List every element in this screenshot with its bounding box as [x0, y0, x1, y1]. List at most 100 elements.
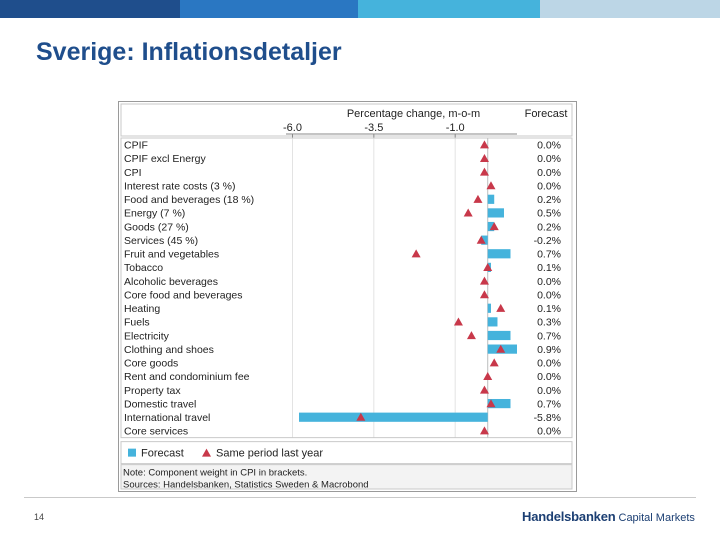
- x-tick-label: -1.0: [446, 122, 465, 134]
- category-label: CPI: [124, 167, 142, 179]
- notes-box: [120, 464, 573, 490]
- forecast-value-label: 0.0%: [537, 140, 561, 152]
- category-label: Food and beverages (18 %): [124, 194, 254, 206]
- last-year-marker: [479, 140, 489, 149]
- legend-last-year-label: Same period last year: [216, 448, 323, 460]
- category-label: Electricity: [124, 330, 170, 342]
- top-bar-segment-1: [0, 0, 180, 18]
- last-year-marker: [356, 412, 366, 421]
- category-label: Property tax: [124, 385, 181, 397]
- forecast-value-label: 0.7%: [537, 398, 561, 410]
- category-label: International travel: [124, 412, 210, 424]
- category-label: Energy (7 %): [124, 208, 185, 220]
- forecast-value-label: 0.3%: [537, 317, 561, 329]
- last-year-marker: [479, 167, 489, 176]
- forecast-value-label: 0.0%: [537, 276, 561, 288]
- last-year-marker: [466, 331, 476, 340]
- forecast-value-label: 0.0%: [537, 371, 561, 383]
- logo-brand: Handelsbanken: [522, 509, 616, 524]
- forecast-bar: [487, 330, 511, 341]
- forecast-value-label: 0.2%: [537, 194, 561, 206]
- last-year-marker: [463, 208, 473, 217]
- category-label: Core food and beverages: [124, 289, 243, 301]
- chart-body-box: [120, 137, 573, 439]
- slide-title: Sverige: Inflationsdetaljer: [36, 38, 342, 66]
- category-label: Goods (27 %): [124, 221, 189, 233]
- forecast-value-label: 0.0%: [537, 426, 561, 438]
- last-year-marker: [479, 290, 489, 299]
- category-label: Heating: [124, 303, 160, 315]
- forecast-value-label: 0.2%: [537, 221, 561, 233]
- category-label: Interest rate costs (3 %): [124, 180, 235, 192]
- forecast-value-label: 0.0%: [537, 289, 561, 301]
- chart-sources: Sources: Handelsbanken, Statistics Swede…: [123, 480, 369, 491]
- forecast-bar: [487, 208, 504, 218]
- forecast-value-label: 0.1%: [537, 303, 561, 315]
- category-label: Rent and condominium fee: [124, 371, 250, 383]
- legend-box: [120, 441, 573, 465]
- category-label: CPIF excl Energy: [124, 153, 206, 165]
- top-bar-segment-3: [358, 0, 540, 18]
- x-tick-label: -6.0: [283, 122, 302, 134]
- last-year-marker: [486, 181, 496, 190]
- chart-frame: Percentage change, m-o-m Forecast -6.0 -3.5…: [118, 101, 577, 492]
- forecast-bar: [487, 194, 495, 204]
- category-label: Alcoholic beverages: [124, 276, 218, 288]
- forecast-value-label: 0.5%: [537, 208, 561, 220]
- category-label: Core goods: [124, 358, 178, 370]
- logo-unit: Capital Markets: [618, 512, 695, 524]
- last-year-marker: [483, 371, 493, 380]
- top-bar-segment-2: [180, 0, 358, 18]
- last-year-marker: [479, 426, 489, 435]
- x-tick-label: -3.5: [364, 122, 383, 134]
- last-year-marker: [411, 249, 421, 258]
- forecast-bar: [487, 398, 511, 409]
- top-bar-segment-4: [540, 0, 720, 18]
- last-year-marker: [483, 262, 493, 271]
- chart-note: Note: Component weight in CPI in bracket…: [123, 468, 307, 479]
- footer-divider: [24, 497, 696, 498]
- forecast-value-label: -5.8%: [534, 412, 561, 424]
- forecast-header: Forecast: [525, 108, 568, 120]
- top-color-bar: [0, 0, 720, 18]
- inflation-chart: Percentage change, m-o-m Forecast -6.0 -3.5…: [120, 103, 573, 491]
- last-year-marker: [479, 385, 489, 394]
- axis-title: Percentage change, m-o-m: [347, 108, 480, 120]
- category-label: Core services: [124, 426, 188, 438]
- forecast-bar: [487, 317, 498, 327]
- last-year-marker: [476, 235, 486, 244]
- forecast-value-label: 0.7%: [537, 249, 561, 261]
- forecast-value-label: 0.0%: [537, 167, 561, 179]
- forecast-bar: [487, 221, 495, 232]
- category-label: CPIF: [124, 140, 148, 152]
- forecast-bar: [299, 412, 488, 422]
- category-label: Fuels: [124, 317, 150, 329]
- forecast-value-label: 0.0%: [537, 153, 561, 165]
- last-year-marker: [473, 194, 483, 203]
- forecast-value-label: 0.0%: [537, 385, 561, 397]
- last-year-marker: [496, 303, 506, 312]
- category-label: Tobacco: [124, 262, 163, 274]
- last-year-marker: [479, 276, 489, 285]
- legend-forecast-swatch: [128, 448, 136, 457]
- last-year-marker: [486, 399, 496, 408]
- chart-header-box: [120, 103, 573, 137]
- last-year-marker: [496, 344, 506, 353]
- last-year-marker: [453, 317, 463, 326]
- page-number: 14: [34, 512, 45, 522]
- last-year-marker: [489, 222, 499, 231]
- last-year-marker: [489, 358, 499, 367]
- forecast-value-label: 0.7%: [537, 330, 561, 342]
- forecast-value-label: 0.0%: [537, 180, 561, 192]
- forecast-bar: [487, 303, 491, 313]
- category-label: Fruit and vegetables: [124, 249, 219, 261]
- forecast-bar: [481, 235, 488, 245]
- category-label: Clothing and shoes: [124, 344, 214, 356]
- last-year-marker: [479, 154, 489, 163]
- legend-forecast-label: Forecast: [141, 448, 184, 460]
- forecast-bar: [487, 249, 511, 259]
- legend-last-year-swatch: [202, 448, 211, 457]
- forecast-value-label: -0.2%: [534, 235, 561, 247]
- forecast-value-label: 0.9%: [537, 344, 561, 356]
- category-label: Domestic travel: [124, 398, 196, 410]
